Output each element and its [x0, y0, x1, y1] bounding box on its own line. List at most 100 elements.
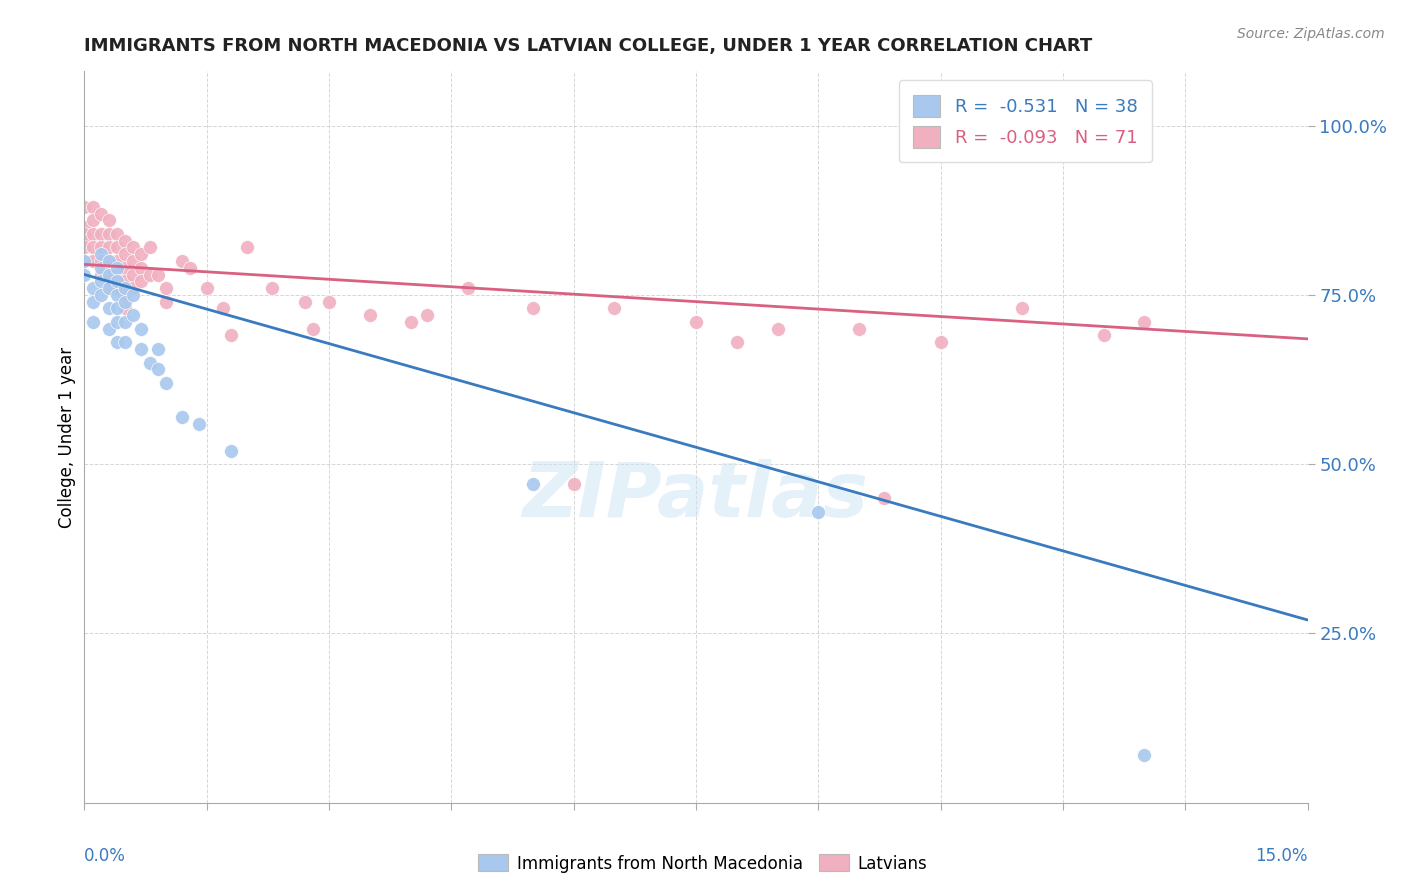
Point: [82, 254, 104, 268]
Point: [97, 322, 120, 336]
Point: [82, 281, 104, 295]
Point: [97, 281, 120, 295]
Point: [219, 443, 242, 458]
Point: [82, 294, 104, 309]
Point: [872, 491, 894, 505]
Point: [562, 477, 585, 491]
Legend: R =  -0.531   N = 38, R =  -0.093   N = 71: R = -0.531 N = 38, R = -0.093 N = 71: [898, 80, 1152, 162]
Point: [172, 254, 194, 268]
Point: [97, 213, 120, 227]
Point: [122, 281, 145, 295]
Point: [97, 268, 120, 282]
Point: [1092, 328, 1115, 343]
Point: [97, 301, 120, 316]
Point: [90, 240, 112, 254]
Point: [114, 274, 136, 288]
Point: [603, 301, 626, 316]
Point: [138, 240, 160, 254]
Point: [105, 335, 128, 350]
Point: [122, 288, 145, 302]
Point: [725, 335, 748, 350]
Point: [131, 274, 153, 288]
Point: [73, 220, 96, 235]
Point: [138, 268, 160, 282]
Point: [73, 234, 96, 248]
Point: [105, 240, 128, 254]
Point: [685, 315, 707, 329]
Point: [131, 260, 153, 275]
Point: [97, 254, 120, 268]
Point: [73, 268, 96, 282]
Point: [90, 260, 112, 275]
Point: [97, 281, 120, 295]
Point: [122, 240, 145, 254]
Point: [105, 315, 128, 329]
Point: [155, 294, 177, 309]
Point: [155, 376, 177, 390]
Point: [172, 409, 194, 424]
Point: [179, 260, 201, 275]
Point: [114, 294, 136, 309]
Point: [318, 294, 340, 309]
Point: [114, 315, 136, 329]
Point: [90, 288, 112, 302]
Y-axis label: College, Under 1 year: College, Under 1 year: [58, 346, 76, 528]
Point: [114, 301, 136, 316]
Point: [155, 281, 177, 295]
Point: [105, 301, 128, 316]
Point: [73, 200, 96, 214]
Point: [90, 227, 112, 241]
Point: [301, 322, 323, 336]
Point: [97, 254, 120, 268]
Text: 0.0%: 0.0%: [84, 847, 127, 865]
Point: [195, 281, 218, 295]
Point: [73, 254, 96, 268]
Text: ZIPatlas: ZIPatlas: [523, 458, 869, 533]
Point: [138, 355, 160, 369]
Point: [131, 322, 153, 336]
Point: [187, 417, 209, 431]
Point: [114, 288, 136, 302]
Point: [73, 240, 96, 254]
Point: [522, 301, 544, 316]
Point: [73, 227, 96, 241]
Point: [82, 200, 104, 214]
Point: [105, 281, 128, 295]
Point: [97, 240, 120, 254]
Point: [105, 260, 128, 275]
Point: [90, 268, 112, 282]
Point: [90, 206, 112, 220]
Point: [105, 288, 128, 302]
Point: [807, 505, 830, 519]
Point: [97, 227, 120, 241]
Point: [399, 315, 422, 329]
Point: [114, 281, 136, 295]
Point: [131, 342, 153, 356]
Point: [114, 335, 136, 350]
Point: [105, 254, 128, 268]
Point: [82, 213, 104, 227]
Point: [1011, 301, 1033, 316]
Point: [146, 342, 169, 356]
Point: [522, 477, 544, 491]
Point: [236, 240, 259, 254]
Point: [122, 268, 145, 282]
Point: [146, 268, 169, 282]
Point: [219, 328, 242, 343]
Point: [114, 247, 136, 261]
Point: [1133, 315, 1156, 329]
Point: [114, 234, 136, 248]
Point: [114, 260, 136, 275]
Point: [105, 227, 128, 241]
Point: [82, 227, 104, 241]
Point: [294, 294, 316, 309]
Point: [73, 254, 96, 268]
Text: IMMIGRANTS FROM NORTH MACEDONIA VS LATVIAN COLLEGE, UNDER 1 YEAR CORRELATION CHA: IMMIGRANTS FROM NORTH MACEDONIA VS LATVI…: [84, 37, 1092, 54]
Point: [131, 247, 153, 261]
Point: [97, 268, 120, 282]
Point: [105, 274, 128, 288]
Legend: Immigrants from North Macedonia, Latvians: Immigrants from North Macedonia, Latvian…: [472, 847, 934, 880]
Point: [122, 308, 145, 322]
Point: [929, 335, 952, 350]
Point: [359, 308, 381, 322]
